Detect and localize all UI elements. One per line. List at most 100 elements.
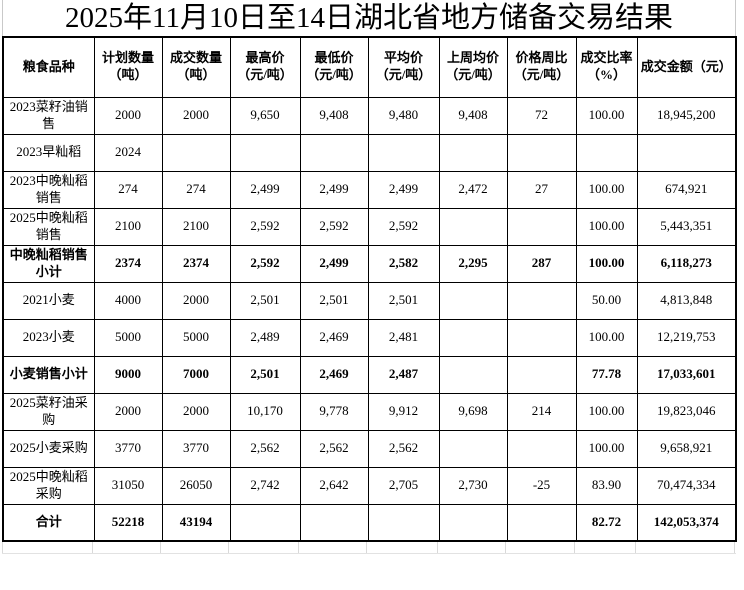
header-cell: 计划数量（吨） [93,36,163,98]
table-cell: 274 [93,170,163,209]
table-cell: 3770 [161,429,231,468]
table-cell [299,503,369,542]
table-cell: 5000 [93,318,163,357]
table-cell [367,133,440,172]
table-cell: 2,499 [229,170,301,209]
table-cell: 2,592 [229,244,301,283]
table-cell: 2,592 [229,207,301,246]
table-cell: 2,730 [438,466,508,505]
table-cell: 2,562 [367,429,440,468]
gridline-cell [229,542,299,553]
table-cell: 26050 [161,466,231,505]
gridline-cell [438,542,506,553]
table-cell: 100.00 [575,318,638,357]
row-label: 中晚籼稻销售小计 [2,244,95,283]
table-cell: 2,499 [299,244,369,283]
table-cell: 72 [506,96,577,135]
row-label: 合计 [2,503,95,542]
table-cell: 2,742 [229,466,301,505]
table-row: 2023菜籽油销售 2000 2000 9,650 9,408 9,480 9,408 72 1… [2,96,737,135]
table-row: 2023小麦 5000 5000 2,489 2,469 2,481 100.00 12,21… [2,318,737,357]
table-row: 2023早籼稻 2024 [2,133,737,172]
table-header-row: 粮食品种 计划数量（吨） 成交数量（吨） 最高价（元/吨） 最低价（元/吨） 平均价（元/… [2,36,737,98]
row-label: 2025中晚籼稻销售 [2,207,95,246]
header-cell: 价格周比（元/吨） [506,36,577,98]
table-cell: 2374 [93,244,163,283]
table-cell [438,281,508,320]
gridline-cell [93,542,161,553]
table-cell: 2,501 [299,281,369,320]
header-cell: 最高价（元/吨） [229,36,301,98]
gridline-cell [367,542,438,553]
table-cell: 100.00 [575,429,638,468]
table-cell: 83.90 [575,466,638,505]
table-cell: 52218 [93,503,163,542]
table-cell: 2000 [161,392,231,431]
table-cell: 2,501 [367,281,440,320]
table-cell: -25 [506,466,577,505]
gridline-cell [161,542,229,553]
table-cell: 2000 [161,281,231,320]
row-label: 2025菜籽油采购 [2,392,95,431]
header-cell: 成交数量（吨） [161,36,231,98]
header-cell: 成交比率（%） [575,36,638,98]
table-cell: 18,945,200 [636,96,737,135]
table-cell: 12,219,753 [636,318,737,357]
table-cell: 9,698 [438,392,508,431]
table-cell: 2,501 [229,355,301,394]
table-cell [438,429,508,468]
gridline-cell [636,542,735,553]
table-cell [438,503,508,542]
page-title: 2025年11月10日至14日湖北省地方储备交易结果 [2,0,736,36]
table-cell: 2,562 [229,429,301,468]
row-label: 2023菜籽油销售 [2,96,95,135]
row-label: 2023早籼稻 [2,133,95,172]
table-cell: 43194 [161,503,231,542]
table-cell: 82.72 [575,503,638,542]
table-cell: 3770 [93,429,163,468]
table-cell [506,318,577,357]
table-row: 2025菜籽油采购 2000 2000 10,170 9,778 9,912 9,698 21… [2,392,737,431]
table-cell: 9,650 [229,96,301,135]
table-cell: 2,705 [367,466,440,505]
table-cell [299,133,369,172]
table-cell: 2,481 [367,318,440,357]
table-cell: 70,474,334 [636,466,737,505]
table-cell [506,355,577,394]
table-cell: 77.78 [575,355,638,394]
table-cell: 9,480 [367,96,440,135]
table-cell: 2100 [161,207,231,246]
table-cell: 31050 [93,466,163,505]
table-cell: 2024 [93,133,163,172]
table-cell: 2,469 [299,355,369,394]
table-cell: 2000 [93,392,163,431]
table-cell: 10,170 [229,392,301,431]
table-cell [438,133,508,172]
header-cell: 最低价（元/吨） [299,36,369,98]
table-cell: 100.00 [575,244,638,283]
table-row: 中晚籼稻销售小计 2374 2374 2,592 2,499 2,582 2,295 287 1… [2,244,737,283]
header-cell: 粮食品种 [2,36,95,98]
row-label: 小麦销售小计 [2,355,95,394]
header-cell: 上周均价（元/吨） [438,36,508,98]
table-cell: 2000 [161,96,231,135]
table-cell: 2,501 [229,281,301,320]
table-row: 小麦销售小计 9000 7000 2,501 2,469 2,487 77.78 17,033… [2,355,737,394]
row-label: 2023中晚籼稻销售 [2,170,95,209]
table-cell: 2000 [93,96,163,135]
table-cell: 2,295 [438,244,508,283]
table-cell [229,133,301,172]
gridline-cell [2,542,93,553]
table-cell: 9,912 [367,392,440,431]
table-cell [367,503,440,542]
table-row: 2021小麦 4000 2000 2,501 2,501 2,501 50.00 4,813,… [2,281,737,320]
table-cell: 2,592 [299,207,369,246]
table-cell: 100.00 [575,170,638,209]
table-cell: 142,053,374 [636,503,737,542]
table-cell: 100.00 [575,392,638,431]
table-cell: 2,499 [367,170,440,209]
table-cell: 6,118,273 [636,244,737,283]
table-cell: 2,592 [367,207,440,246]
table-cell [438,318,508,357]
